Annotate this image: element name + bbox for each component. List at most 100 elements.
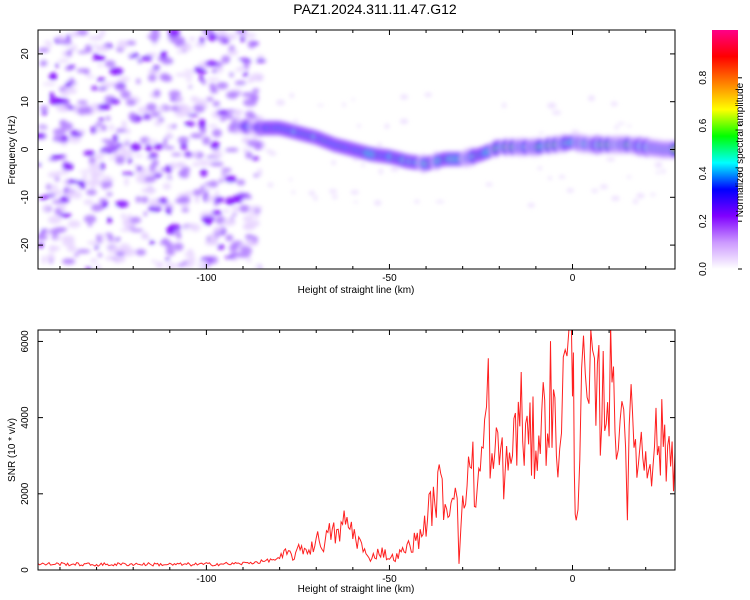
spectrogram-noise-cell: [67, 245, 77, 253]
spectrogram-noise-cell: [600, 184, 608, 190]
spectrogram-noise-cell: [66, 190, 74, 200]
spectrogram-noise-cell: [257, 168, 263, 177]
spectrogram-noise-cell: [101, 124, 107, 132]
spectrogram-noise-cell: [249, 208, 254, 217]
snr-panel: -100 -50 0 0 2000 4000 6000 Height of straight…: [7, 329, 676, 595]
snr-frame: [37, 329, 676, 571]
spectrogram-noise-cell: [162, 178, 172, 184]
spectrogram-noise-cell: [47, 215, 62, 225]
spectrogram-noise-cell: [208, 124, 218, 128]
spectrogram-noise-cell: [202, 136, 211, 146]
spectrogram-x-tick-label: -100: [196, 273, 216, 284]
spectrogram-noise-cell: [120, 90, 131, 99]
spectrogram-noise-cell: [192, 151, 199, 158]
spectrogram-noise-cell: [202, 30, 214, 36]
spectrogram-noise-cell: [253, 173, 259, 178]
spectrogram-noise-cell: [94, 245, 100, 250]
spectrogram-noise-cell: [49, 91, 55, 100]
spectrogram-noise-cell: [50, 154, 65, 160]
spectrogram-noise-cell: [157, 197, 168, 204]
spectrogram-noise-cell: [148, 152, 159, 159]
spectrogram-noise-cell: [127, 157, 133, 164]
spectrogram-noise-cell: [105, 115, 111, 121]
spectrogram-noise-cell: [248, 205, 263, 210]
spectrogram-noise-cell: [128, 112, 137, 121]
colorbar-bar: [712, 30, 738, 269]
spectrogram-noise-cell: [400, 94, 409, 100]
spectrogram-noise-cell: [245, 234, 253, 239]
spectrogram-noise-cell: [361, 162, 365, 168]
spectrogram-noise-cell: [245, 151, 253, 159]
spectrogram-noise-cell: [140, 196, 149, 204]
spectrogram-noise-cell: [147, 34, 161, 40]
spectrogram-noise-cell: [83, 106, 93, 115]
spectrogram-noise-cell: [256, 115, 264, 122]
spectrogram-noise-cell: [83, 68, 90, 75]
spectrogram-noise-cell: [292, 119, 299, 124]
spectrogram-noise-cell: [142, 236, 150, 240]
colorbar: 0.0 0.2 0.4 0.6 0.8 Normalized spectral ampl…: [698, 30, 746, 276]
spectrogram-noise-cell: [39, 59, 48, 67]
spectrogram-noise-cell: [97, 103, 111, 111]
spectrogram-noise-cell: [230, 60, 241, 67]
spectrogram-noise-cell: [62, 163, 74, 171]
spectrogram-noise-cell: [650, 193, 656, 197]
spectrogram-noise-cell: [233, 110, 245, 114]
spectrogram-x-tick-label: 0: [570, 273, 576, 284]
spectrogram-noise-cell: [165, 249, 176, 256]
spectrogram-noise-cell: [251, 156, 260, 161]
spectrogram-noise-cell: [136, 165, 142, 172]
spectrogram-noise-cell: [164, 257, 171, 261]
spectrogram-noise-cell: [183, 69, 195, 73]
spectrogram-noise-cell: [617, 122, 625, 125]
spectrogram-noise-cell: [204, 182, 211, 186]
spectrogram-noise-cell: [204, 240, 219, 246]
spectrogram-noise-cell: [257, 54, 265, 60]
spectrogram-noise-cell: [47, 43, 53, 48]
spectrogram-noise-cell: [199, 223, 205, 232]
spectrogram-noise-cell: [94, 154, 105, 161]
spectrogram-noise-cell: [117, 247, 123, 254]
spectrogram-noise-cell: [77, 129, 87, 134]
spectrogram-noise-cell: [199, 74, 204, 82]
spectrogram-noise-cell: [49, 184, 59, 190]
spectrogram-noise-cell: [229, 251, 241, 257]
spectrogram-noise-cell: [54, 207, 63, 216]
spectrogram-y-tick-label: 0: [20, 146, 31, 152]
spectrogram-noise-cell: [165, 205, 172, 215]
spectrogram-noise-cell: [140, 43, 146, 53]
spectrogram-noise-cell: [221, 173, 227, 177]
spectrogram-noise-cell: [106, 192, 113, 197]
spectrogram-noise-cell: [91, 203, 104, 212]
spectrogram-noise-cell: [135, 248, 147, 256]
spectrogram-noise-cell: [192, 189, 203, 196]
spectrogram-noise-cell: [109, 98, 121, 105]
spectrogram-noise-cell: [232, 212, 237, 216]
spectrogram-noise-cell: [166, 131, 172, 140]
spectrogram-noise-cell: [77, 50, 88, 54]
spectrogram-noise-cell: [200, 126, 207, 135]
spectrogram-noise-cell: [288, 178, 293, 181]
spectrogram-noise-cell: [50, 145, 62, 152]
spectrogram-noise-cell: [377, 142, 383, 148]
spectrogram-noise-cell: [173, 242, 184, 251]
spectrogram-noise-cell: [120, 76, 130, 82]
colorbar-ticks: 0.0 0.2 0.4 0.6 0.8: [698, 70, 742, 276]
snr-axes: -100 -50 0 0 2000 4000 6000: [20, 330, 675, 585]
spectrogram-noise-cell: [147, 74, 157, 82]
spectrogram-noise-cell: [60, 44, 71, 51]
spectrogram-noise-cell: [90, 103, 101, 112]
colorbar-tick-label: 0.2: [698, 214, 709, 228]
spectrogram-noise-cell: [153, 143, 164, 151]
spectrogram-noise-cell: [206, 197, 213, 203]
spectrogram-noise-cell: [85, 266, 93, 269]
spectrogram-noise-cell: [153, 89, 161, 97]
spectrogram-noise-cell: [269, 151, 277, 156]
spectrogram-noise-cell: [276, 99, 285, 106]
spectrogram-noise-cell: [234, 80, 247, 86]
spectrogram-noise-cell: [97, 109, 104, 113]
spectrogram-noise-cell: [611, 196, 620, 201]
spectrogram-noise-cell: [148, 204, 162, 213]
snr-y-tick-label: 2000: [20, 482, 31, 505]
spectrogram-noise-cell: [100, 161, 105, 171]
